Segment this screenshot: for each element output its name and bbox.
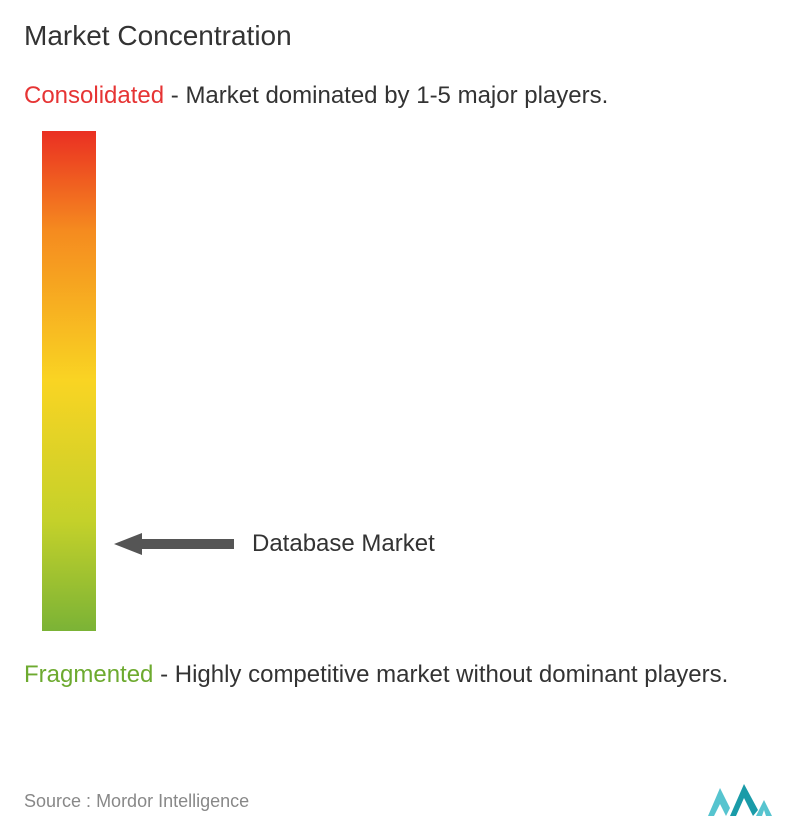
source-label: Source : xyxy=(24,791,91,811)
fragmented-description: Fragmented - Highly competitive market w… xyxy=(24,659,772,690)
arrow-left-icon xyxy=(114,533,234,555)
consolidated-label: Consolidated xyxy=(24,82,164,109)
marker-label: Database Market xyxy=(252,530,435,558)
source-value: Mordor Intelligence xyxy=(96,791,249,811)
consolidated-text: - Market dominated by 1-5 major players. xyxy=(164,82,608,109)
market-marker: Database Market xyxy=(114,530,435,558)
concentration-chart: Database Market xyxy=(24,131,772,631)
page-title: Market Concentration xyxy=(24,20,772,52)
fragmented-label: Fragmented xyxy=(24,661,153,688)
source-attribution: Source : Mordor Intelligence xyxy=(24,791,249,812)
brand-logo-icon xyxy=(706,780,776,820)
gradient-bar xyxy=(42,131,96,631)
consolidated-description: Consolidated - Market dominated by 1-5 m… xyxy=(24,80,772,111)
fragmented-text: - Highly competitive market without domi… xyxy=(153,661,728,688)
